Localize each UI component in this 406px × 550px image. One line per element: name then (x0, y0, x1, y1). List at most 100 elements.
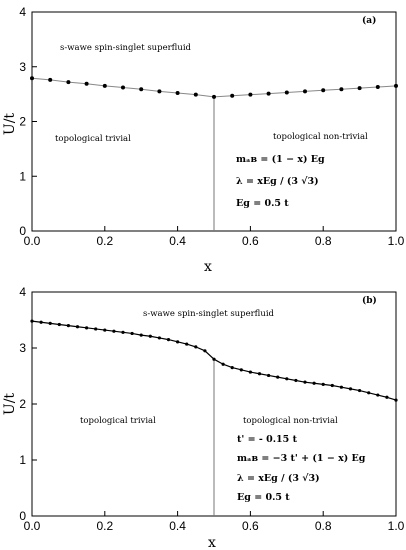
data-point-a-14 (284, 90, 289, 95)
data-point-b-37 (367, 391, 371, 395)
data-point-b-33 (330, 383, 334, 388)
annotation-b-3: λ = xEɡ / (3 √3) (237, 473, 320, 484)
y-tick-label-b-3: 3 (19, 341, 26, 355)
axis-ticks-b: 0.0 0.2 0.4 0.6 0.8 1.0 0 1 2 3 4 (19, 285, 404, 533)
annotation-a-3: Eɡ = 0.5 t (236, 198, 289, 209)
data-point-a-17 (339, 87, 344, 92)
data-point-a-16 (321, 88, 326, 93)
data-point-b-7 (94, 327, 98, 331)
data-point-a-0 (30, 76, 34, 81)
x-tick-label-a-0: 0.0 (24, 234, 41, 248)
data-point-a-4 (102, 83, 107, 88)
data-point-b-12 (139, 333, 143, 337)
panel-label-b: (b) (362, 295, 377, 306)
data-point-a-8 (175, 91, 180, 96)
xlabel-a: x (204, 259, 212, 275)
panel-label-a: (a) (362, 15, 376, 26)
x-tick-label-a-4: 0.8 (315, 234, 332, 248)
data-point-b-9 (112, 329, 116, 333)
data-point-b-24 (248, 370, 252, 374)
region-right-b: topological non-trivial (243, 416, 338, 426)
data-point-b-23 (239, 368, 243, 372)
data-point-b-6 (85, 326, 89, 330)
annotation-a-1: mₐʙ = (1 − x) Eɡ (236, 154, 325, 165)
data-point-b-19 (203, 349, 207, 353)
data-point-b-30 (303, 380, 307, 384)
y-tick-label-b-0: 0 (19, 509, 26, 523)
data-point-b-2 (48, 321, 52, 325)
data-point-b-32 (321, 382, 325, 386)
y-tick-label-a-3: 3 (19, 60, 26, 74)
data-point-b-36 (358, 388, 362, 393)
panel-a: (a) s-wawe spin-singlet superfluid topol… (2, 5, 405, 275)
y-tick-label-a-1: 1 (19, 169, 26, 183)
data-point-b-1 (39, 320, 43, 324)
x-tick-label-b-4: 0.8 (315, 519, 332, 533)
annotation-a-2: λ = xEɡ / (3 √3) (236, 176, 319, 187)
data-point-a-18 (357, 86, 362, 91)
series-points-b (30, 319, 398, 402)
x-tick-label-b-1: 0.2 (96, 519, 113, 533)
data-point-b-5 (75, 325, 80, 329)
data-point-b-8 (103, 328, 107, 332)
annotation-b-1: t' = - 0.15 t (237, 434, 298, 445)
annotation-b-2: mₐʙ = −3 t' + (1 − x) Eɡ (237, 453, 366, 464)
data-point-b-21 (221, 362, 225, 366)
x-tick-label-a-5: 1.0 (388, 234, 405, 248)
y-tick-label-a-2: 2 (19, 115, 26, 129)
data-point-b-16 (176, 340, 180, 344)
annotation-b-4: Eɡ = 0.5 t (237, 492, 290, 503)
data-point-b-18 (194, 345, 198, 349)
data-point-b-28 (285, 377, 289, 381)
data-point-b-4 (66, 324, 70, 328)
data-point-b-31 (312, 381, 316, 385)
x-tick-label-b-2: 0.4 (169, 519, 186, 533)
region-top-b: s-wawe spin-singlet superfluid (143, 309, 275, 319)
y-tick-label-b-2: 2 (19, 397, 26, 411)
data-point-a-2 (66, 80, 71, 85)
data-point-b-14 (157, 336, 161, 340)
data-point-a-15 (303, 89, 307, 94)
panel-b: (b) s-wawe spin-singlet superfluid topol… (2, 285, 405, 550)
data-point-b-29 (294, 378, 298, 383)
axis-ticks-a: 0.0 0.2 0.4 0.6 0.8 1.0 0 1 2 3 4 (19, 5, 404, 248)
y-tick-label-a-0: 0 (19, 224, 26, 238)
x-tick-label-a-3: 0.6 (242, 234, 259, 248)
x-tick-label-b-5: 1.0 (388, 519, 405, 533)
data-point-b-15 (166, 338, 171, 342)
data-point-b-3 (57, 322, 61, 327)
x-tick-label-b-0: 0.0 (24, 519, 41, 533)
x-tick-label-b-3: 0.6 (242, 519, 259, 533)
data-point-b-26 (267, 373, 271, 378)
data-point-b-17 (185, 342, 189, 346)
region-left-a: topological trivial (55, 134, 131, 144)
data-point-b-39 (385, 395, 389, 399)
data-point-a-10 (212, 94, 216, 99)
data-point-a-19 (375, 85, 380, 90)
data-point-a-7 (157, 89, 162, 94)
xlabel-b: x (208, 535, 216, 550)
data-point-a-12 (248, 92, 253, 97)
y-tick-label-b-4: 4 (19, 285, 26, 299)
data-point-b-10 (121, 330, 125, 334)
y-tick-label-b-1: 1 (19, 453, 26, 467)
data-point-a-20 (394, 83, 398, 88)
data-point-a-5 (121, 85, 125, 90)
data-point-b-34 (339, 385, 343, 389)
data-point-b-22 (230, 366, 234, 370)
data-point-b-40 (394, 398, 398, 402)
y-tick-label-a-4: 4 (19, 5, 26, 19)
data-point-b-13 (148, 334, 152, 338)
series-points-a (30, 76, 398, 99)
data-point-a-11 (230, 93, 235, 98)
data-point-a-3 (84, 81, 89, 86)
region-left-b: topological trivial (80, 416, 156, 426)
data-point-b-25 (257, 372, 262, 376)
x-tick-label-a-1: 0.2 (96, 234, 113, 248)
data-point-a-9 (193, 92, 198, 97)
data-point-b-0 (30, 319, 34, 323)
ylabel-a: U/t (2, 113, 18, 136)
data-point-b-35 (348, 387, 353, 391)
x-tick-label-a-2: 0.4 (169, 234, 186, 248)
